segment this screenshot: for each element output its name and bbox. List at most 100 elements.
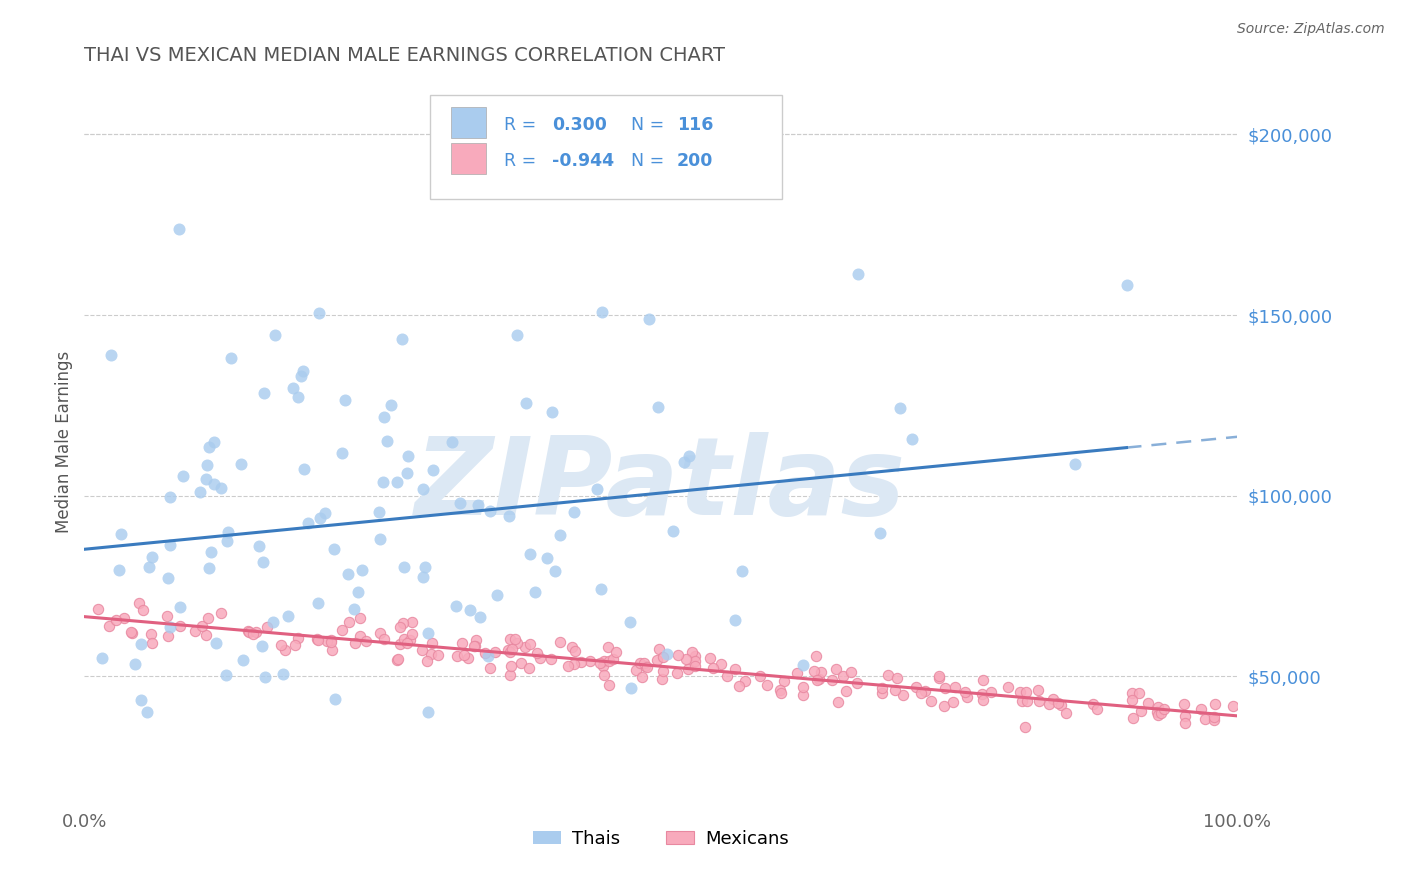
Point bbox=[633, 657, 655, 671]
Point bbox=[524, 585, 547, 599]
Point bbox=[675, 652, 697, 666]
Point bbox=[928, 669, 950, 683]
Point bbox=[464, 639, 486, 653]
Point bbox=[229, 458, 252, 472]
Point bbox=[592, 658, 614, 673]
Point bbox=[1146, 708, 1168, 723]
Point bbox=[550, 635, 572, 649]
Point bbox=[1150, 706, 1173, 721]
Point bbox=[724, 613, 747, 627]
Point bbox=[121, 625, 143, 640]
Point bbox=[886, 671, 908, 685]
Point bbox=[716, 669, 738, 683]
Point bbox=[108, 563, 131, 577]
Text: 116: 116 bbox=[676, 116, 713, 134]
Point bbox=[1128, 686, 1150, 700]
Point bbox=[420, 635, 443, 649]
Point bbox=[1137, 696, 1160, 710]
Point bbox=[1015, 685, 1038, 699]
Point bbox=[247, 539, 270, 553]
Point bbox=[1011, 693, 1033, 707]
Point bbox=[685, 659, 707, 673]
Point bbox=[284, 638, 307, 652]
Point bbox=[287, 390, 309, 404]
Point bbox=[254, 670, 277, 684]
Point bbox=[731, 564, 754, 578]
Point bbox=[724, 662, 747, 676]
Point bbox=[271, 667, 294, 681]
Point bbox=[412, 569, 434, 583]
Point bbox=[391, 331, 413, 345]
Point bbox=[647, 653, 669, 667]
Point bbox=[647, 400, 669, 414]
Point bbox=[536, 550, 558, 565]
Point bbox=[681, 645, 703, 659]
Point bbox=[648, 641, 671, 656]
Point bbox=[593, 654, 616, 668]
Point bbox=[479, 661, 502, 675]
Point bbox=[395, 466, 418, 480]
Point bbox=[872, 686, 894, 700]
Point bbox=[499, 644, 522, 658]
Point bbox=[803, 664, 825, 678]
Point bbox=[1063, 457, 1085, 471]
Point bbox=[349, 629, 371, 643]
Point bbox=[506, 327, 529, 342]
Point bbox=[198, 440, 221, 454]
Point bbox=[440, 434, 463, 449]
Point bbox=[139, 627, 162, 641]
Point bbox=[683, 648, 706, 663]
Point bbox=[91, 651, 114, 665]
Point bbox=[515, 640, 537, 655]
Point bbox=[262, 615, 284, 630]
Point bbox=[209, 481, 232, 495]
Point bbox=[702, 661, 724, 675]
Point bbox=[638, 312, 661, 326]
Point bbox=[589, 656, 612, 670]
Point bbox=[195, 458, 218, 472]
Point bbox=[270, 638, 292, 652]
Point bbox=[541, 404, 564, 418]
Point bbox=[330, 446, 353, 460]
Point bbox=[474, 646, 496, 660]
Point bbox=[496, 643, 519, 657]
Point bbox=[1204, 697, 1226, 711]
Point bbox=[256, 620, 278, 634]
Point bbox=[655, 647, 678, 661]
Point bbox=[373, 632, 395, 646]
FancyBboxPatch shape bbox=[430, 95, 782, 200]
Point bbox=[662, 524, 685, 538]
Point bbox=[202, 434, 225, 449]
Point bbox=[598, 678, 620, 692]
FancyBboxPatch shape bbox=[451, 143, 485, 175]
Point bbox=[200, 544, 222, 558]
Point bbox=[387, 652, 409, 666]
Point bbox=[347, 585, 370, 599]
Point bbox=[453, 648, 475, 662]
Point bbox=[486, 588, 509, 602]
Point bbox=[562, 657, 585, 671]
Point bbox=[832, 669, 855, 683]
Point bbox=[343, 602, 366, 616]
Point bbox=[169, 599, 191, 614]
Point bbox=[540, 652, 562, 666]
Point bbox=[1017, 693, 1039, 707]
Point bbox=[373, 410, 395, 425]
Point bbox=[624, 663, 647, 677]
Point bbox=[252, 386, 274, 401]
Point bbox=[544, 564, 567, 578]
Point bbox=[806, 673, 828, 687]
Point bbox=[1121, 686, 1143, 700]
Point bbox=[392, 632, 415, 646]
Point bbox=[891, 689, 914, 703]
Point bbox=[292, 461, 315, 475]
Point bbox=[159, 490, 181, 504]
Point bbox=[97, 619, 120, 633]
Point bbox=[322, 542, 344, 557]
Point bbox=[427, 648, 450, 662]
Point bbox=[792, 680, 814, 694]
Point bbox=[398, 632, 420, 647]
Point bbox=[1122, 711, 1144, 725]
Point bbox=[308, 306, 330, 320]
Point bbox=[651, 664, 673, 678]
